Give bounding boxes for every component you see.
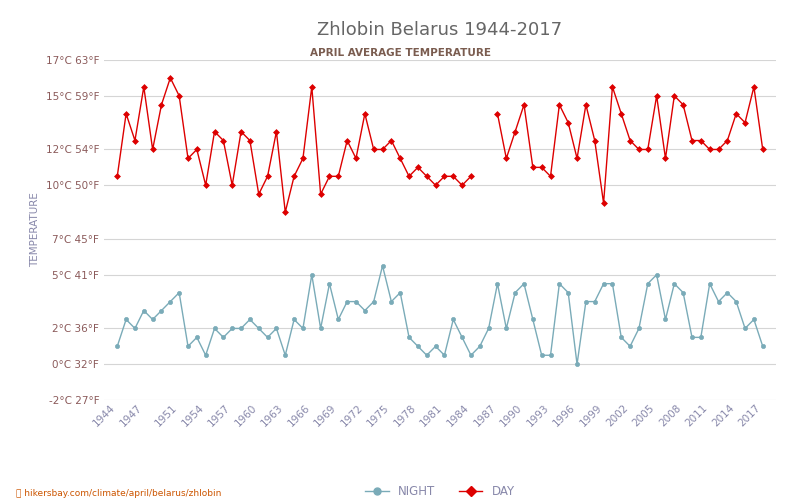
Text: APRIL AVERAGE TEMPERATURE: APRIL AVERAGE TEMPERATURE (310, 48, 490, 58)
Title: Zhlobin Belarus 1944-2017: Zhlobin Belarus 1944-2017 (318, 21, 562, 39)
Legend: NIGHT, DAY: NIGHT, DAY (360, 480, 520, 500)
Y-axis label: TEMPERATURE: TEMPERATURE (30, 192, 40, 268)
Text: ⬥ hikersbay.com/climate/april/belarus/zhlobin: ⬥ hikersbay.com/climate/april/belarus/zh… (16, 488, 222, 498)
